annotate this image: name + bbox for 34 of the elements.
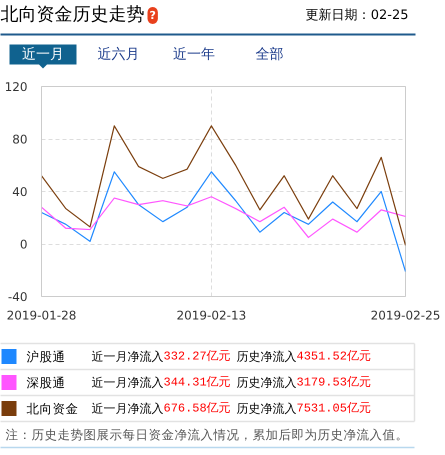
- x-tick-label: 2019-02-25: [370, 308, 440, 322]
- y-tick-label: -40: [8, 290, 28, 304]
- y-tick-label: 0: [20, 238, 28, 252]
- text: 344.31亿元: [164, 376, 231, 390]
- line-series: [42, 196, 406, 238]
- y-tick-label: 80: [12, 132, 28, 146]
- text: 近一月净流入: [92, 376, 164, 390]
- legend-label: 深股通: [26, 375, 66, 390]
- text: 更新日期：02-25: [306, 8, 409, 23]
- text: 4351.52亿元: [296, 350, 371, 364]
- x-tick-label: 2019-02-13: [176, 308, 246, 322]
- text: 近一月净流入: [92, 402, 164, 416]
- text: 7531.05亿元: [296, 402, 371, 416]
- text: 历史净流入: [236, 402, 296, 416]
- text: 332.27亿元: [164, 350, 231, 364]
- text: 近六月: [98, 46, 140, 62]
- line-series: [42, 125, 406, 246]
- text: 近一月: [22, 46, 64, 62]
- text: 全部: [256, 46, 284, 62]
- text: 历史净流入: [236, 350, 296, 364]
- line-series: [42, 171, 406, 272]
- legend-label: 北向资金: [26, 401, 78, 416]
- x-tick-label: 2019-01-28: [6, 308, 76, 322]
- legend-label: 沪股通: [26, 349, 66, 364]
- y-tick-label: 120: [4, 80, 28, 94]
- text: 3179.53亿元: [296, 376, 371, 390]
- text: 历史净流入: [236, 376, 296, 390]
- text: ?: [150, 9, 156, 22]
- chart-title: 北向资金历史走势: [0, 4, 144, 25]
- text: 注：历史走势图展示每日资金净流入情况，累加后即为历史净流入值。: [6, 427, 408, 442]
- y-tick-label: 40: [12, 185, 28, 199]
- text: 近一月净流入: [92, 350, 164, 364]
- text: 676.58亿元: [164, 402, 231, 416]
- text: 近一年: [173, 46, 215, 62]
